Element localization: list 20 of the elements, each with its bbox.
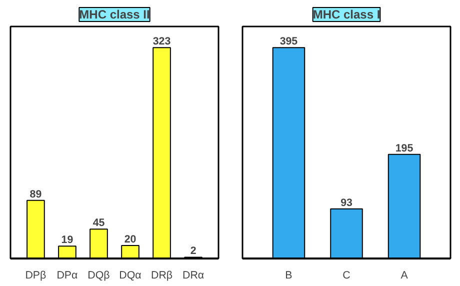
x-tick-label: C: [342, 270, 351, 282]
x-tick-label: DRα: [182, 270, 204, 282]
x-tick-label: B: [285, 270, 292, 282]
x-tick-label: A: [400, 270, 409, 282]
x-tick-label: DQβ: [88, 270, 110, 282]
x-tick-label: DPβ: [25, 270, 46, 282]
data-label: 93: [340, 196, 352, 209]
chart-title: MHC class I: [312, 8, 380, 22]
data-label: 2: [190, 245, 196, 258]
data-label: 45: [92, 217, 105, 230]
chart-title: MHC class II: [79, 8, 150, 22]
data-label: 195: [395, 142, 414, 154]
data-label: 19: [61, 234, 74, 246]
data-label: 323: [152, 36, 171, 48]
x-tick-label: DQα: [119, 270, 142, 282]
x-tick-label: DPα: [56, 270, 78, 282]
data-label: 20: [124, 233, 136, 246]
x-tick-label: DRβ: [151, 270, 173, 282]
data-label: 395: [280, 36, 298, 48]
data-label: 89: [30, 188, 42, 200]
